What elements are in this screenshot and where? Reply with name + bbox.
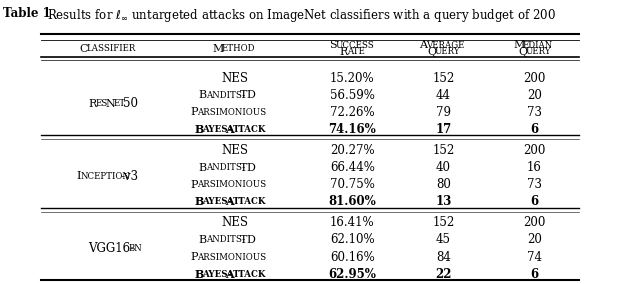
Text: 84: 84 bbox=[436, 250, 451, 264]
Text: ETHOD: ETHOD bbox=[221, 44, 255, 53]
Text: NES: NES bbox=[221, 216, 248, 229]
Text: A: A bbox=[419, 40, 427, 51]
Text: P: P bbox=[191, 179, 198, 190]
Text: Table 1: Table 1 bbox=[3, 7, 51, 20]
Text: -v3: -v3 bbox=[121, 170, 139, 183]
Text: AYES-: AYES- bbox=[202, 197, 232, 206]
Text: ARSIMONIOUS: ARSIMONIOUS bbox=[197, 108, 266, 117]
Text: UERY: UERY bbox=[435, 47, 460, 56]
Text: Q: Q bbox=[518, 47, 527, 57]
Text: 22: 22 bbox=[435, 268, 452, 281]
Text: B: B bbox=[198, 162, 207, 173]
Text: UERY: UERY bbox=[525, 47, 551, 56]
Text: 73: 73 bbox=[527, 106, 542, 119]
Text: 74.16%: 74.16% bbox=[328, 123, 376, 136]
Text: 6: 6 bbox=[531, 268, 539, 281]
Text: 60.16%: 60.16% bbox=[330, 250, 375, 264]
Text: AYES-: AYES- bbox=[202, 125, 232, 134]
Text: T: T bbox=[239, 162, 247, 173]
Text: 62.10%: 62.10% bbox=[330, 233, 375, 247]
Text: M: M bbox=[212, 43, 224, 54]
Text: B: B bbox=[195, 269, 204, 279]
Text: EDIAN: EDIAN bbox=[522, 41, 552, 50]
Text: Q: Q bbox=[427, 47, 436, 57]
Text: S: S bbox=[329, 40, 337, 51]
Text: 70.75%: 70.75% bbox=[330, 178, 375, 191]
Text: P: P bbox=[191, 107, 198, 117]
Text: NES: NES bbox=[221, 72, 248, 85]
Text: 72.26%: 72.26% bbox=[330, 106, 375, 119]
Text: N: N bbox=[106, 99, 115, 109]
Text: 56.59%: 56.59% bbox=[330, 89, 375, 102]
Text: D: D bbox=[246, 90, 255, 100]
Text: 74: 74 bbox=[527, 250, 542, 264]
Text: C: C bbox=[79, 43, 88, 54]
Text: 73: 73 bbox=[527, 178, 542, 191]
Text: 6: 6 bbox=[531, 123, 539, 136]
Text: 16.41%: 16.41% bbox=[330, 216, 375, 229]
Text: Results for $\ell_\infty$ untargeted attacks on ImageNet classifiers with a quer: Results for $\ell_\infty$ untargeted att… bbox=[47, 7, 556, 24]
Text: ET: ET bbox=[113, 99, 125, 108]
Text: 20.27%: 20.27% bbox=[330, 144, 375, 157]
Text: 13: 13 bbox=[435, 195, 452, 208]
Text: I: I bbox=[76, 171, 81, 181]
Text: ARSIMONIOUS: ARSIMONIOUS bbox=[197, 252, 266, 262]
Text: ATE: ATE bbox=[347, 47, 365, 56]
Text: T: T bbox=[239, 90, 247, 100]
Text: ANDITS-: ANDITS- bbox=[205, 235, 244, 245]
Text: 6: 6 bbox=[531, 195, 539, 208]
Text: 80: 80 bbox=[436, 178, 451, 191]
Text: TTACK: TTACK bbox=[233, 197, 267, 206]
Text: B: B bbox=[198, 90, 207, 100]
Text: 50: 50 bbox=[124, 97, 138, 110]
Text: R: R bbox=[88, 99, 97, 109]
Text: 152: 152 bbox=[433, 72, 454, 85]
Text: 20: 20 bbox=[527, 89, 542, 102]
Text: 15.20%: 15.20% bbox=[330, 72, 375, 85]
Text: D: D bbox=[246, 235, 255, 245]
Text: T: T bbox=[239, 235, 247, 245]
Text: 200: 200 bbox=[524, 216, 546, 229]
Text: 20: 20 bbox=[527, 233, 542, 247]
Text: ARSIMONIOUS: ARSIMONIOUS bbox=[197, 180, 266, 189]
Text: 152: 152 bbox=[433, 216, 454, 229]
Text: UCCESS: UCCESS bbox=[335, 41, 374, 50]
Text: A: A bbox=[225, 196, 234, 207]
Text: 200: 200 bbox=[524, 144, 546, 157]
Text: R: R bbox=[339, 47, 348, 57]
Text: 16: 16 bbox=[527, 161, 542, 174]
Text: D: D bbox=[246, 162, 255, 173]
Text: AYES-: AYES- bbox=[202, 270, 232, 279]
Text: BN: BN bbox=[128, 244, 142, 253]
Text: B: B bbox=[198, 235, 207, 245]
Text: M: M bbox=[513, 40, 525, 51]
Text: 79: 79 bbox=[436, 106, 451, 119]
Text: TTACK: TTACK bbox=[233, 125, 267, 134]
Text: B: B bbox=[195, 196, 204, 207]
Text: ANDITS-: ANDITS- bbox=[205, 91, 244, 100]
Text: 66.44%: 66.44% bbox=[330, 161, 375, 174]
Text: TTACK: TTACK bbox=[233, 270, 267, 279]
Text: B: B bbox=[195, 124, 204, 135]
Text: 40: 40 bbox=[436, 161, 451, 174]
Text: 44: 44 bbox=[436, 89, 451, 102]
Text: P: P bbox=[191, 252, 198, 262]
Text: A: A bbox=[225, 124, 234, 135]
Text: 45: 45 bbox=[436, 233, 451, 247]
Text: 200: 200 bbox=[524, 72, 546, 85]
Text: A: A bbox=[225, 269, 234, 279]
Text: 81.60%: 81.60% bbox=[328, 195, 376, 208]
Text: ES: ES bbox=[96, 99, 108, 108]
Text: LASSIFIER: LASSIFIER bbox=[86, 44, 136, 53]
Text: VERAGE: VERAGE bbox=[426, 41, 465, 50]
Text: NES: NES bbox=[221, 144, 248, 157]
Text: 17: 17 bbox=[435, 123, 452, 136]
Text: ANDITS-: ANDITS- bbox=[205, 163, 244, 172]
Text: NCEPTION: NCEPTION bbox=[81, 172, 131, 181]
Text: VGG16-: VGG16- bbox=[88, 242, 134, 255]
Text: 62.95%: 62.95% bbox=[328, 268, 376, 281]
Text: 152: 152 bbox=[433, 144, 454, 157]
